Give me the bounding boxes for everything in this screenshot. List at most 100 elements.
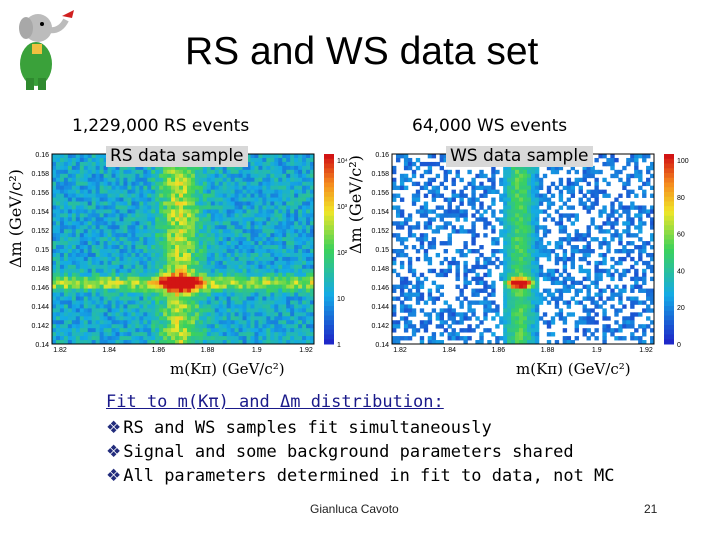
colorbar-segment — [664, 268, 674, 274]
y-tick-label: 0.15 — [375, 247, 389, 254]
x-tick-label: 1.88 — [541, 347, 555, 352]
y-tick-label: 0.156 — [31, 190, 49, 197]
z-tick-label: 40 — [677, 268, 685, 275]
z-tick-label: 80 — [677, 195, 685, 202]
y-tick-label: 0.156 — [371, 190, 389, 197]
colorbar-segment — [664, 282, 674, 288]
colorbar-segment — [324, 277, 334, 283]
colorbar-segment — [324, 244, 334, 250]
colorbar-segment — [324, 201, 334, 207]
colorbar-segment — [664, 334, 674, 340]
colorbar-segment — [664, 220, 674, 226]
colorbar-segment — [664, 173, 674, 179]
colorbar-segment — [324, 296, 334, 302]
colorbar-segment — [324, 215, 334, 221]
colorbar-segment — [664, 163, 674, 169]
rs-y-axis-label: Δm (GeV/c²) — [6, 169, 25, 268]
colorbar-segment — [664, 192, 674, 198]
z-tick-label: 10² — [337, 250, 348, 257]
colorbar-segment — [324, 249, 334, 255]
colorbar-segment — [324, 263, 334, 269]
colorbar-segment — [664, 249, 674, 255]
colorbar-segment — [664, 158, 674, 164]
colorbar-segment — [664, 234, 674, 240]
fit-item-text: RS and WS samples fit simultaneously — [123, 418, 492, 438]
colorbar-segment — [324, 253, 334, 259]
x-tick-label: 1.92 — [299, 347, 313, 352]
y-tick-label: 0.16 — [375, 152, 389, 159]
rs-x-axis-label: m(Kπ) (GeV/c²) — [170, 360, 285, 378]
z-tick-label: 10 — [337, 296, 345, 303]
colorbar-segment — [324, 334, 334, 340]
colorbar-segment — [324, 315, 334, 321]
colorbar-segment — [324, 310, 334, 316]
colorbar-segment — [324, 187, 334, 193]
colorbar-segment — [664, 225, 674, 231]
rs-event-count: 1,229,000 RS events — [72, 116, 250, 136]
fit-item-text: Signal and some background parameters sh… — [123, 442, 574, 462]
y-tick-label: 0.144 — [371, 304, 389, 311]
y-tick-label: 0.144 — [31, 304, 49, 311]
y-tick-label: 0.146 — [31, 285, 49, 292]
colorbar-segment — [664, 320, 674, 326]
colorbar-segment — [324, 325, 334, 331]
colorbar-segment — [664, 177, 674, 183]
fit-item: ❖ Signal and some background parameters s… — [106, 440, 615, 464]
y-tick-label: 0.14 — [375, 342, 389, 349]
colorbar-segment — [324, 163, 334, 169]
ws-histogram: 0.16 0.158 0.156 0.154 0.152 0.15 0.148 0.146 0.… — [371, 152, 689, 352]
colorbar-segment — [324, 287, 334, 293]
colorbar-segment — [324, 177, 334, 183]
z-tick-label: 1 — [337, 342, 341, 349]
y-tick-label: 0.158 — [371, 171, 389, 178]
colorbar-segment — [664, 211, 674, 217]
z-tick-label: 10⁴ — [337, 158, 348, 165]
colorbar-segment — [664, 329, 674, 335]
ws-sample-label: WS data sample — [446, 146, 593, 167]
colorbar-segment — [324, 239, 334, 245]
colorbar-segment — [664, 201, 674, 207]
colorbar-segment — [324, 320, 334, 326]
y-tick-label: 0.15 — [35, 247, 49, 254]
z-tick-label: 20 — [677, 305, 685, 312]
colorbar-segment — [324, 154, 334, 160]
colorbar-segment — [664, 230, 674, 236]
colorbar-segment — [324, 301, 334, 307]
z-tick-label: 0 — [677, 342, 681, 349]
y-tick-label: 0.152 — [371, 228, 389, 235]
y-tick-label: 0.14 — [35, 342, 49, 349]
y-tick-label: 0.142 — [371, 323, 389, 330]
fit-item: ❖ RS and WS samples fit simultaneously — [106, 416, 615, 440]
colorbar-segment — [324, 230, 334, 236]
fit-heading: Fit to m(Kπ) and Δm distribution: — [106, 392, 444, 412]
colorbar-segment — [664, 182, 674, 188]
heatmap-cells — [392, 154, 655, 345]
colorbar-segment — [324, 306, 334, 312]
z-tick-label: 100 — [677, 158, 689, 165]
y-tick-label: 0.16 — [35, 152, 49, 159]
x-tick-label: 1.84 — [442, 347, 456, 352]
colorbar-segment — [664, 253, 674, 259]
colorbar-segment — [324, 206, 334, 212]
bullet-icon: ❖ — [106, 466, 122, 486]
colorbar-segment — [324, 329, 334, 335]
colorbar-segment — [664, 187, 674, 193]
x-tick-label: 1.86 — [152, 347, 166, 352]
y-tick-label: 0.148 — [31, 266, 49, 273]
colorbar-segment — [324, 234, 334, 240]
colorbar-segment — [664, 310, 674, 316]
z-tick-label: 10³ — [337, 204, 348, 211]
x-tick-label: 1.9 — [592, 347, 602, 352]
colorbar-segment — [324, 258, 334, 264]
x-tick-label: 1.86 — [492, 347, 506, 352]
colorbar-segment — [324, 192, 334, 198]
y-tick-label: 0.158 — [31, 171, 49, 178]
colorbar-segment — [664, 168, 674, 174]
colorbar-segment — [664, 239, 674, 245]
colorbar-segment — [664, 272, 674, 278]
y-tick-label: 0.152 — [31, 228, 49, 235]
footer-author: Gianluca Cavoto — [310, 502, 399, 516]
bullet-icon: ❖ — [106, 418, 122, 438]
colorbar-segment — [664, 277, 674, 283]
colorbar-segment — [324, 225, 334, 231]
